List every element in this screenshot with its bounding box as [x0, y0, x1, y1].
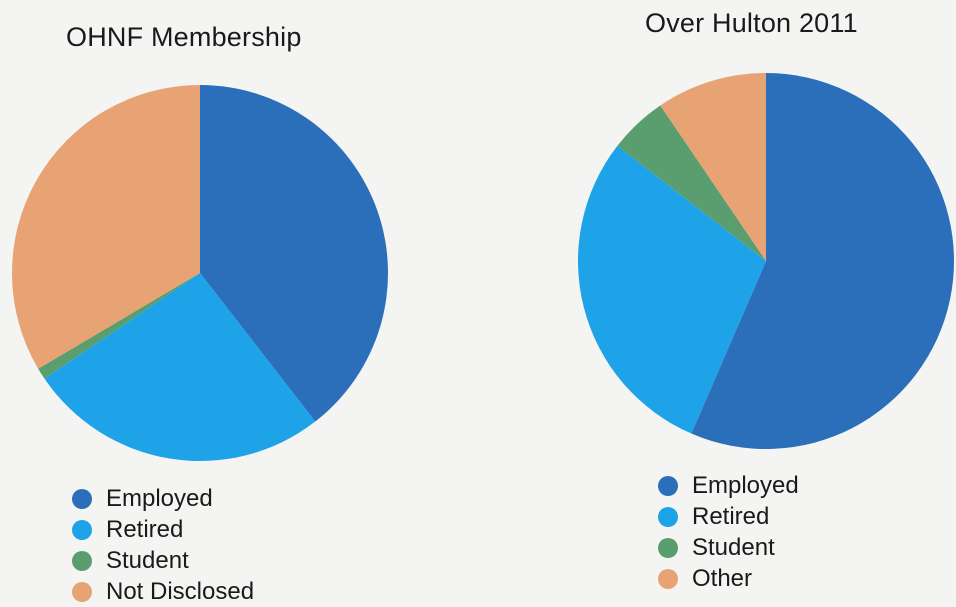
- legend: Employed Retired Student Not Disclosed: [72, 483, 254, 607]
- legend-swatch: [658, 537, 678, 558]
- chart-ohnf-membership: OHNF Membership Employed Retired Student…: [0, 0, 420, 605]
- legend-item: Employed: [72, 483, 254, 514]
- legend-item: Student: [658, 532, 799, 563]
- legend-label: Employed: [106, 484, 213, 512]
- chart-title: OHNF Membership: [66, 22, 302, 52]
- legend-label: Employed: [692, 471, 799, 499]
- pie-slice-student: [617, 105, 766, 261]
- legend-swatch: [658, 506, 678, 527]
- legend-label: Retired: [692, 502, 770, 530]
- pie-slice-retired: [44, 273, 316, 462]
- legend-label: Retired: [106, 515, 184, 543]
- legend-item: Other: [658, 563, 799, 594]
- pie-chart: [577, 73, 954, 449]
- legend-swatch: [72, 581, 92, 602]
- legend-swatch: [72, 488, 92, 509]
- pie-slice-employed: [691, 73, 954, 449]
- chart-over-hulton-2011: Over Hulton 2011 Employed Retired Studen…: [560, 0, 956, 603]
- legend-label: Not Disclosed: [106, 577, 255, 605]
- chart-title: Over Hulton 2011: [645, 8, 858, 38]
- legend-swatch: [658, 568, 678, 589]
- legend-item: Retired: [72, 514, 254, 545]
- pie-chart: [11, 85, 389, 462]
- legend: Employed Retired Student Other: [658, 470, 799, 594]
- legend-item: Retired: [658, 501, 799, 532]
- legend-label: Student: [106, 546, 189, 574]
- legend-swatch: [658, 475, 678, 496]
- legend-swatch: [72, 550, 92, 571]
- legend-item: Student: [72, 545, 254, 576]
- legend-label: Student: [692, 533, 775, 561]
- legend-item: Employed: [658, 470, 799, 501]
- legend-label: Other: [692, 564, 753, 592]
- pie-slice-employed: [200, 85, 389, 422]
- pie-slice-student: [38, 273, 201, 379]
- legend-item: Not Disclosed: [72, 576, 254, 607]
- legend-swatch: [72, 519, 92, 540]
- pie-slice-retired: [577, 145, 766, 434]
- pie-slice-other: [660, 73, 766, 261]
- pie-slice-not-disclosed: [11, 85, 200, 369]
